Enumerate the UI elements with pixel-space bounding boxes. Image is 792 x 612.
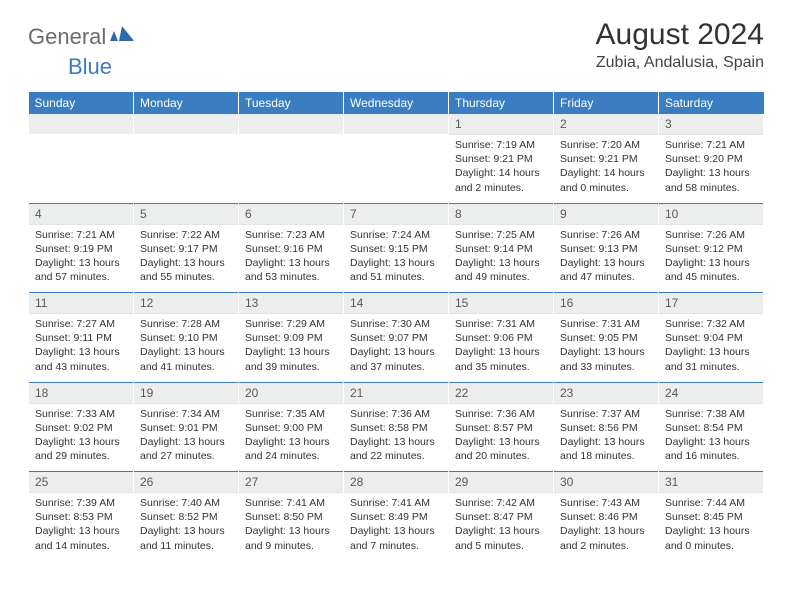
daycontent-row: Sunrise: 7:39 AMSunset: 8:53 PMDaylight:… (29, 493, 764, 561)
logo-text-general: General (28, 24, 106, 50)
day-content: Sunrise: 7:26 AMSunset: 9:12 PMDaylight:… (659, 225, 763, 291)
day-content: Sunrise: 7:24 AMSunset: 9:15 PMDaylight:… (344, 225, 448, 291)
day-number: 6 (239, 204, 343, 225)
weekday-header: Saturday (659, 92, 764, 114)
day-content: Sunrise: 7:39 AMSunset: 8:53 PMDaylight:… (29, 493, 133, 559)
day-number: 14 (344, 293, 448, 314)
calendar-table: SundayMondayTuesdayWednesdayThursdayFrid… (28, 92, 764, 561)
day-content: Sunrise: 7:29 AMSunset: 9:09 PMDaylight:… (239, 314, 343, 380)
empty-day (29, 114, 133, 134)
day-content: Sunrise: 7:37 AMSunset: 8:56 PMDaylight:… (554, 404, 658, 470)
day-content: Sunrise: 7:27 AMSunset: 9:11 PMDaylight:… (29, 314, 133, 380)
weekday-header: Wednesday (344, 92, 449, 114)
logo: General (28, 18, 138, 50)
day-content: Sunrise: 7:26 AMSunset: 9:13 PMDaylight:… (554, 225, 658, 291)
daynum-row: 11121314151617 (29, 293, 764, 314)
day-number: 24 (659, 383, 763, 404)
day-content: Sunrise: 7:28 AMSunset: 9:10 PMDaylight:… (134, 314, 238, 380)
weekday-row: SundayMondayTuesdayWednesdayThursdayFrid… (29, 92, 764, 114)
day-content: Sunrise: 7:34 AMSunset: 9:01 PMDaylight:… (134, 404, 238, 470)
day-content: Sunrise: 7:36 AMSunset: 8:58 PMDaylight:… (344, 404, 448, 470)
day-number: 27 (239, 472, 343, 493)
day-number: 12 (134, 293, 238, 314)
day-content: Sunrise: 7:20 AMSunset: 9:21 PMDaylight:… (554, 135, 658, 201)
day-content: Sunrise: 7:30 AMSunset: 9:07 PMDaylight:… (344, 314, 448, 380)
daynum-row: 25262728293031 (29, 472, 764, 493)
day-number: 28 (344, 472, 448, 493)
day-content: Sunrise: 7:23 AMSunset: 9:16 PMDaylight:… (239, 225, 343, 291)
day-content: Sunrise: 7:33 AMSunset: 9:02 PMDaylight:… (29, 404, 133, 470)
calendar-body: 123Sunrise: 7:19 AMSunset: 9:21 PMDaylig… (29, 114, 764, 561)
day-number: 25 (29, 472, 133, 493)
day-content: Sunrise: 7:31 AMSunset: 9:05 PMDaylight:… (554, 314, 658, 380)
day-number: 31 (659, 472, 763, 493)
day-number: 29 (449, 472, 553, 493)
day-number: 4 (29, 204, 133, 225)
calendar-page: General August 2024 Zubia, Andalusia, Sp… (0, 0, 792, 561)
day-number: 21 (344, 383, 448, 404)
day-number: 2 (554, 114, 658, 135)
day-number: 26 (134, 472, 238, 493)
weekday-header: Monday (134, 92, 239, 114)
day-number: 17 (659, 293, 763, 314)
daynum-row: 123 (29, 114, 764, 135)
daycontent-row: Sunrise: 7:21 AMSunset: 9:19 PMDaylight:… (29, 225, 764, 293)
day-number: 7 (344, 204, 448, 225)
day-content: Sunrise: 7:38 AMSunset: 8:54 PMDaylight:… (659, 404, 763, 470)
day-content: Sunrise: 7:43 AMSunset: 8:46 PMDaylight:… (554, 493, 658, 559)
weekday-header: Tuesday (239, 92, 344, 114)
day-number: 18 (29, 383, 133, 404)
day-number: 20 (239, 383, 343, 404)
day-content: Sunrise: 7:40 AMSunset: 8:52 PMDaylight:… (134, 493, 238, 559)
day-number: 23 (554, 383, 658, 404)
location-subtitle: Zubia, Andalusia, Spain (596, 54, 764, 72)
day-number: 22 (449, 383, 553, 404)
day-content: Sunrise: 7:31 AMSunset: 9:06 PMDaylight:… (449, 314, 553, 380)
day-content: Sunrise: 7:25 AMSunset: 9:14 PMDaylight:… (449, 225, 553, 291)
day-number: 11 (29, 293, 133, 314)
day-number: 5 (134, 204, 238, 225)
day-content: Sunrise: 7:42 AMSunset: 8:47 PMDaylight:… (449, 493, 553, 559)
day-content: Sunrise: 7:41 AMSunset: 8:49 PMDaylight:… (344, 493, 448, 559)
day-number: 1 (449, 114, 553, 135)
day-number: 19 (134, 383, 238, 404)
daynum-row: 18192021222324 (29, 383, 764, 404)
empty-day (134, 114, 238, 134)
empty-day (239, 114, 343, 134)
logo-text-blue: Blue (68, 54, 112, 79)
day-number: 15 (449, 293, 553, 314)
day-content: Sunrise: 7:21 AMSunset: 9:19 PMDaylight:… (29, 225, 133, 291)
flag-icon (110, 25, 136, 50)
day-number: 10 (659, 204, 763, 225)
day-content: Sunrise: 7:32 AMSunset: 9:04 PMDaylight:… (659, 314, 763, 380)
daycontent-row: Sunrise: 7:19 AMSunset: 9:21 PMDaylight:… (29, 135, 764, 203)
day-number: 16 (554, 293, 658, 314)
empty-day (344, 114, 448, 134)
daycontent-row: Sunrise: 7:27 AMSunset: 9:11 PMDaylight:… (29, 314, 764, 382)
day-number: 8 (449, 204, 553, 225)
day-number: 30 (554, 472, 658, 493)
daycontent-row: Sunrise: 7:33 AMSunset: 9:02 PMDaylight:… (29, 404, 764, 472)
day-content: Sunrise: 7:22 AMSunset: 9:17 PMDaylight:… (134, 225, 238, 291)
day-content: Sunrise: 7:44 AMSunset: 8:45 PMDaylight:… (659, 493, 763, 559)
day-content: Sunrise: 7:36 AMSunset: 8:57 PMDaylight:… (449, 404, 553, 470)
day-content: Sunrise: 7:19 AMSunset: 9:21 PMDaylight:… (449, 135, 553, 201)
day-content: Sunrise: 7:35 AMSunset: 9:00 PMDaylight:… (239, 404, 343, 470)
weekday-header: Thursday (449, 92, 554, 114)
calendar-head: SundayMondayTuesdayWednesdayThursdayFrid… (29, 92, 764, 114)
day-content: Sunrise: 7:41 AMSunset: 8:50 PMDaylight:… (239, 493, 343, 559)
day-content: Sunrise: 7:21 AMSunset: 9:20 PMDaylight:… (659, 135, 763, 201)
month-title: August 2024 (596, 18, 764, 52)
daynum-row: 45678910 (29, 204, 764, 225)
weekday-header: Friday (554, 92, 659, 114)
weekday-header: Sunday (29, 92, 134, 114)
title-block: August 2024 Zubia, Andalusia, Spain (596, 18, 764, 72)
day-number: 3 (659, 114, 763, 135)
day-number: 9 (554, 204, 658, 225)
day-number: 13 (239, 293, 343, 314)
